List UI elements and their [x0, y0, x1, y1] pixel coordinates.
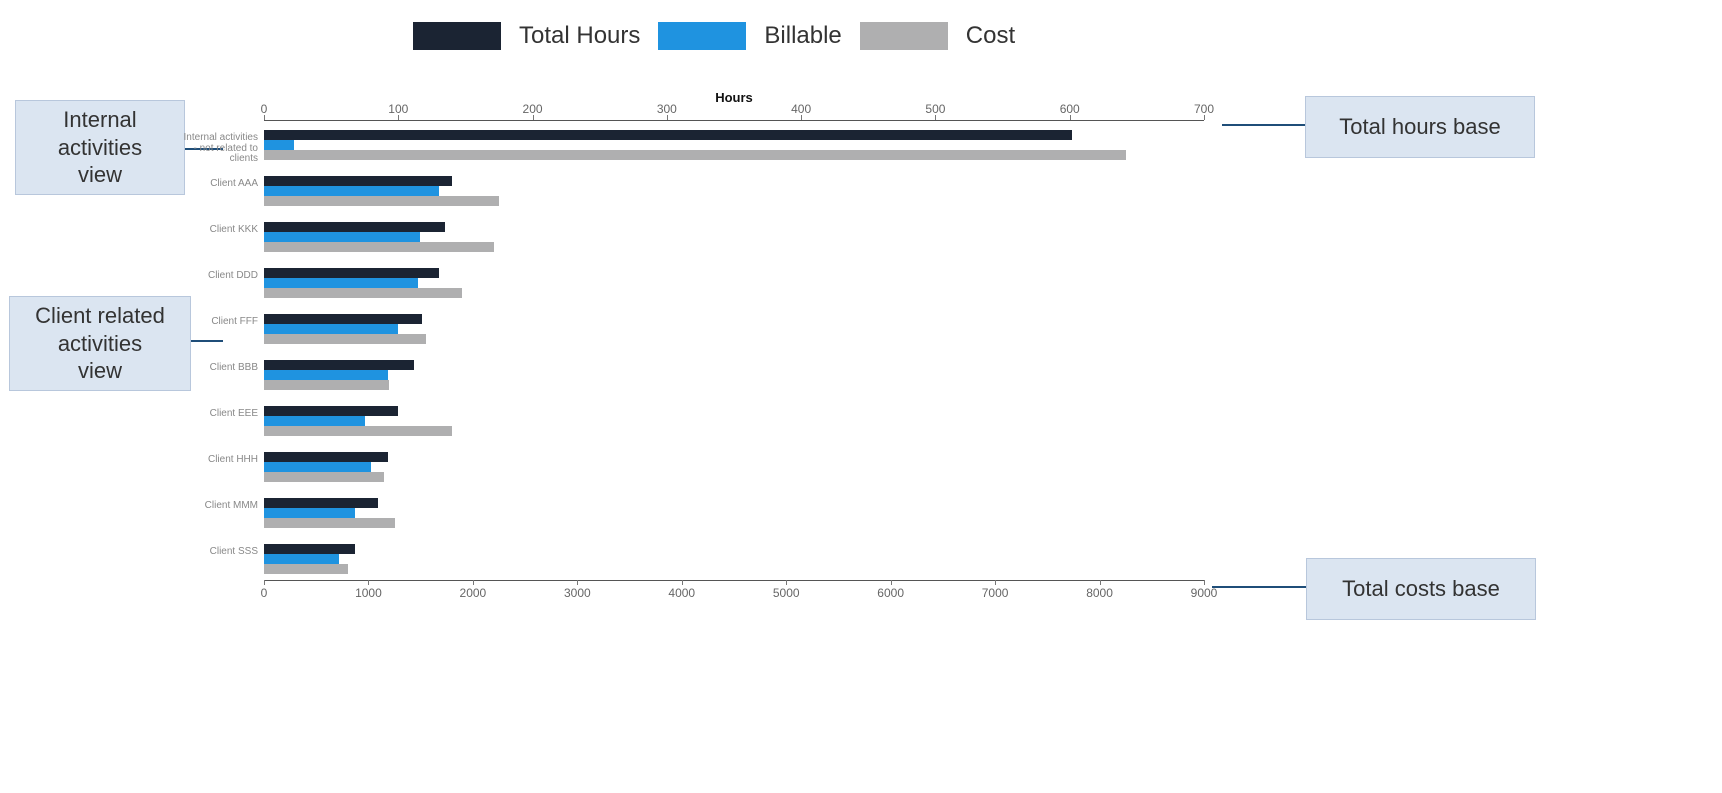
category-label: Client FFF — [168, 317, 258, 328]
bar-total_hours — [264, 498, 378, 508]
legend: Total Hours Billable Cost — [413, 22, 1015, 50]
callout-text: Total hours base — [1339, 113, 1500, 141]
category-label: Client DDD — [168, 271, 258, 282]
bar-total_hours — [264, 268, 439, 278]
bottom-tick-mark — [995, 580, 996, 585]
bottom-tick-mark — [473, 580, 474, 585]
bar-total_hours — [264, 360, 414, 370]
bottom-tick-label: 8000 — [1086, 586, 1113, 600]
bottom-tick-label: 2000 — [460, 586, 487, 600]
category-label: Internal activities- not related toclien… — [168, 133, 258, 165]
callout-client-activities: Client relatedactivitiesview — [9, 296, 191, 391]
legend-swatch — [658, 22, 746, 50]
bar-cost — [264, 334, 426, 344]
bar-total_hours — [264, 452, 388, 462]
bar-cost — [264, 150, 1126, 160]
callout-total-costs-base: Total costs base — [1306, 558, 1536, 620]
top-tick-label: 0 — [261, 102, 268, 116]
category-label: Client EEE — [168, 409, 258, 420]
bar-cost — [264, 426, 452, 436]
bar-cost — [264, 380, 389, 390]
hours-cost-bar-chart: Hours 0 100 200 300 400 500 600 700 0 1000 2000 30… — [224, 90, 1222, 610]
bar-billable — [264, 370, 388, 380]
bottom-tick-mark — [1100, 580, 1101, 585]
category-label: Client HHH — [168, 455, 258, 466]
bar-total_hours — [264, 130, 1072, 140]
callout-text: Client relatedactivitiesview — [35, 302, 165, 385]
top-tick-label: 100 — [388, 102, 408, 116]
bar-total_hours — [264, 544, 355, 554]
legend-swatch — [413, 22, 501, 50]
callout-total-hours-base: Total hours base — [1305, 96, 1535, 158]
bar-billable — [264, 140, 294, 150]
top-tick-label: 300 — [657, 102, 677, 116]
top-axis-line — [264, 120, 1204, 121]
bar-billable — [264, 508, 355, 518]
bar-cost — [264, 564, 348, 574]
bottom-tick-label: 9000 — [1191, 586, 1218, 600]
bottom-tick-label: 3000 — [564, 586, 591, 600]
top-tick-label: 500 — [925, 102, 945, 116]
bar-cost — [264, 472, 384, 482]
bar-total_hours — [264, 176, 452, 186]
bottom-tick-label: 0 — [261, 586, 268, 600]
bottom-tick-mark — [1204, 580, 1205, 585]
connector-line — [1212, 586, 1306, 588]
bottom-tick-label: 1000 — [355, 586, 382, 600]
bar-cost — [264, 518, 395, 528]
top-axis-title: Hours — [704, 90, 764, 105]
legend-swatch — [860, 22, 948, 50]
callout-text: Internalactivitiesview — [58, 106, 142, 189]
bottom-tick-mark — [368, 580, 369, 585]
top-tick-label: 600 — [1060, 102, 1080, 116]
connector-line — [1222, 124, 1305, 126]
bottom-tick-mark — [264, 580, 265, 585]
category-label: Client KKK — [168, 225, 258, 236]
bar-billable — [264, 554, 339, 564]
top-tick-label: 200 — [523, 102, 543, 116]
bottom-tick-label: 7000 — [982, 586, 1009, 600]
bar-cost — [264, 242, 494, 252]
bar-billable — [264, 462, 371, 472]
bar-billable — [264, 186, 439, 196]
top-tick-label: 400 — [791, 102, 811, 116]
callout-internal-activities: Internalactivitiesview — [15, 100, 185, 195]
bar-billable — [264, 278, 418, 288]
legend-label: Total Hours — [519, 22, 640, 50]
connector-line — [191, 340, 223, 342]
bar-cost — [264, 288, 462, 298]
bottom-tick-mark — [786, 580, 787, 585]
category-label: Client SSS — [168, 547, 258, 558]
bar-cost — [264, 196, 499, 206]
bar-total_hours — [264, 314, 422, 324]
bar-billable — [264, 232, 420, 242]
bottom-tick-label: 4000 — [668, 586, 695, 600]
category-label: Client MMM — [168, 501, 258, 512]
bar-billable — [264, 416, 365, 426]
bottom-tick-mark — [682, 580, 683, 585]
bar-total_hours — [264, 222, 445, 232]
legend-label: Cost — [966, 22, 1015, 50]
bottom-tick-label: 6000 — [877, 586, 904, 600]
legend-label: Billable — [764, 22, 841, 50]
bottom-axis-line — [264, 580, 1204, 581]
top-tick-label: 700 — [1194, 102, 1214, 116]
callout-text: Total costs base — [1342, 575, 1500, 603]
bar-billable — [264, 324, 398, 334]
bottom-tick-mark — [891, 580, 892, 585]
category-label: Client BBB — [168, 363, 258, 374]
bottom-tick-label: 5000 — [773, 586, 800, 600]
bar-total_hours — [264, 406, 398, 416]
bottom-tick-mark — [577, 580, 578, 585]
category-label: Client AAA — [168, 179, 258, 190]
